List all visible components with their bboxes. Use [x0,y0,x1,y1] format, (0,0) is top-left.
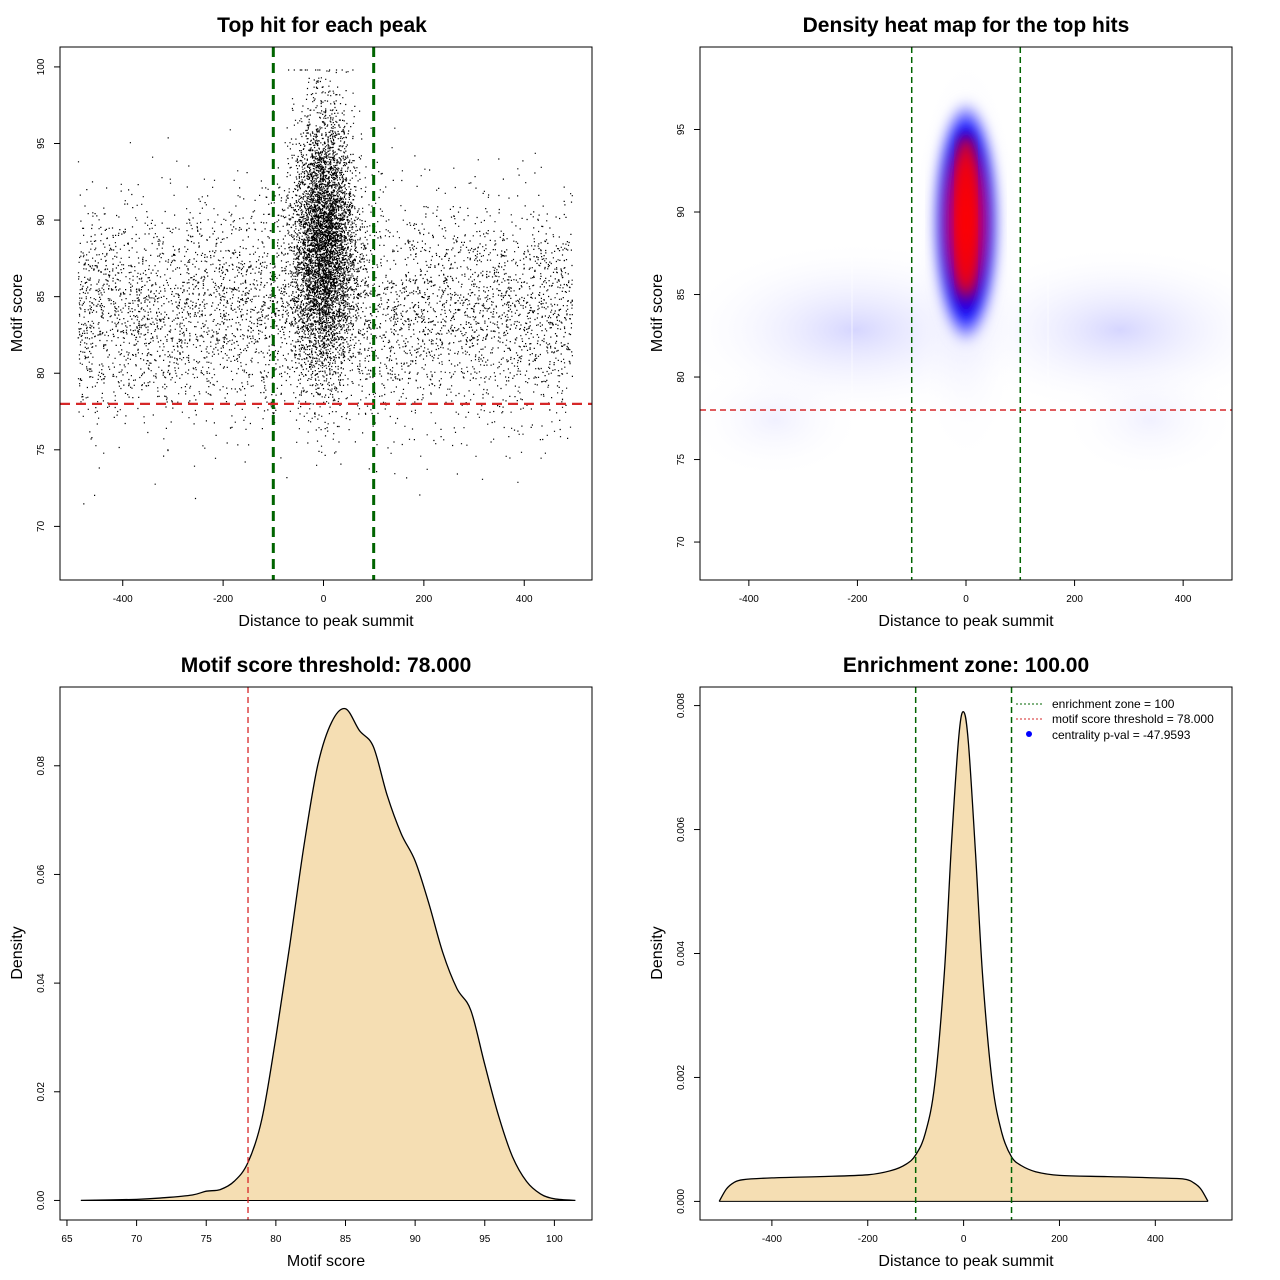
x-tick-label: 0 [321,594,327,605]
y-tick-label: 0.004 [676,941,687,966]
x-axis-label: Distance to peak summit [238,613,414,630]
y-tick-label: 100 [36,58,47,75]
panel-score-density: Motif score threshold: 78.000 65 70 75 80 85… [9,654,593,1270]
x-tick-label: -200 [847,594,867,605]
reference-lines [914,687,1013,1220]
x-tick-label: 400 [1175,594,1192,605]
y-tick-label: 0.04 [36,973,47,993]
y-tick-label: 95 [36,137,47,149]
y-axis-label: Motif score [9,274,26,352]
y-tick-label: 0.006 [676,817,687,842]
y-tick-label: 70 [36,520,47,532]
x-tick-label: 200 [416,594,433,605]
reference-lines [60,47,592,580]
chart-title: Motif score threshold: 78.000 [181,654,472,677]
density-peak [956,135,976,295]
y-tick-label: 0.02 [36,1082,47,1102]
x-tick-label: 70 [131,1234,143,1245]
y-tick-label: 75 [36,444,47,456]
y-tick-label: 0.008 [676,693,687,718]
y-tick-label: 0.00 [36,1190,47,1210]
y-tick-label: 0.06 [36,864,47,884]
axes: -400 -200 0 200 400 70 75 80 85 90 95 [676,124,1192,605]
y-tick-label: 70 [676,536,687,548]
y-axis-label: Density [649,926,666,979]
y-tick-label: 85 [676,289,687,301]
heatmap-surface [700,50,1232,480]
density-band-low-right [1060,360,1232,480]
x-tick-label: 0 [961,1234,967,1245]
density-curve [718,711,1209,1202]
x-tick-label: 80 [270,1234,282,1245]
x-tick-label: 400 [1147,1234,1164,1245]
panel-distance-density: Enrichment zone: 100.00 -400 -200 0 200 400 0… [649,654,1233,1270]
density-fill [80,708,576,1201]
x-tick-label: 200 [1066,594,1083,605]
y-tick-label: 85 [36,291,47,303]
y-tick-label: 95 [676,124,687,136]
y-tick-label: 90 [676,206,687,218]
chart-title: Density heat map for the top hits [803,14,1130,37]
x-axis-label: Distance to peak summit [878,1253,1054,1270]
y-tick-label: 0.08 [36,756,47,776]
density-curve [80,707,576,1202]
legend-label-enrichment-zone: enrichment zone = 100 [1052,697,1175,711]
density-line [718,711,1209,1202]
y-axis-label: Density [9,926,26,979]
reference-lines [700,47,1232,580]
density-band-low-left [700,360,865,480]
plot-frame [59,686,593,1221]
axes: -400 -200 0 200 400 0.000 0.002 0.004 0.006 0.008 [676,693,1164,1245]
legend-label-centrality: centrality p-val = -47.9593 [1052,728,1191,742]
x-tick-label: 85 [340,1234,352,1245]
panel-heatmap: Density heat map for the top hits -400 -2… [649,14,1233,630]
x-tick-label: -200 [858,1234,878,1245]
density-line [80,707,576,1202]
x-tick-label: -400 [762,1234,782,1245]
x-tick-label: 0 [963,594,969,605]
legend-label-motif-threshold: motif score threshold = 78.000 [1052,712,1214,726]
y-tick-label: 80 [676,371,687,383]
axes: 65 70 75 80 85 90 95 100 0.00 0.02 0.04 0.06 0.08 [36,756,563,1245]
x-tick-label: 100 [546,1234,563,1245]
scatter-points [77,69,573,505]
panel-scatter: Top hit for each peak -400 -200 0 200 400 70 7… [9,14,593,630]
x-tick-label: 65 [61,1234,73,1245]
y-axis-label: Motif score [649,274,666,352]
x-axis-label: Motif score [287,1253,365,1270]
y-tick-label: 90 [36,214,47,226]
chart-title: Top hit for each peak [217,14,427,37]
axes: -400 -200 0 200 400 70 75 80 85 90 95 100 [36,58,533,605]
plot-frame [59,46,593,581]
legend: enrichment zone = 100 motif score thresh… [1016,697,1214,742]
x-tick-label: 400 [516,594,533,605]
y-tick-label: 80 [36,367,47,379]
y-tick-label: 0.002 [676,1065,687,1090]
x-tick-label: 200 [1051,1234,1068,1245]
y-tick-label: 75 [676,454,687,466]
x-tick-label: 75 [201,1234,213,1245]
x-axis-label: Distance to peak summit [878,613,1054,630]
legend-swatch-centrality [1026,731,1032,737]
density-fill [719,711,1208,1202]
scatter-point-cloud [77,69,573,505]
x-tick-label: -400 [739,594,759,605]
x-tick-label: 90 [410,1234,422,1245]
x-tick-label: 95 [479,1234,491,1245]
chart-title: Enrichment zone: 100.00 [843,654,1089,677]
x-tick-label: -200 [213,594,233,605]
x-tick-label: -400 [113,594,133,605]
y-tick-label: 0.000 [676,1188,687,1213]
